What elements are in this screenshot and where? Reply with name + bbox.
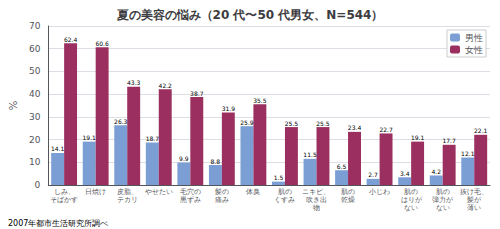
svg-text:35.5: 35.5	[253, 97, 267, 104]
svg-text:9.9: 9.9	[179, 155, 189, 162]
svg-text:テカリ: テカリ	[117, 196, 138, 204]
svg-text:そばかす: そばかす	[50, 196, 78, 204]
svg-text:吹き出: 吹き出	[306, 196, 327, 204]
svg-text:3.4: 3.4	[400, 170, 410, 177]
svg-text:42.2: 42.2	[159, 82, 173, 89]
svg-text:抜け毛、: 抜け毛、	[460, 188, 488, 196]
svg-text:19.1: 19.1	[83, 134, 97, 141]
svg-text:髪が: 髪が	[467, 196, 482, 204]
svg-text:40: 40	[29, 89, 41, 99]
svg-text:しみ、: しみ、	[54, 188, 75, 196]
svg-text:30: 30	[29, 112, 41, 122]
svg-text:23.4: 23.4	[348, 124, 362, 131]
svg-text:はりが: はりが	[401, 196, 423, 204]
svg-text:夏の美容の悩み（20 代〜50 代男女、N=544）: 夏の美容の悩み（20 代〜50 代男女、N=544）	[116, 8, 384, 22]
svg-text:黒ずみ: 黒ずみ	[180, 196, 201, 204]
svg-text:ない: ない	[404, 204, 418, 212]
svg-text:ない: ない	[436, 204, 450, 212]
svg-text:25.5: 25.5	[285, 120, 299, 127]
svg-text:31.9: 31.9	[222, 105, 236, 112]
svg-text:日焼け: 日焼け	[85, 188, 106, 196]
svg-text:11.5: 11.5	[303, 151, 317, 158]
svg-text:0: 0	[35, 180, 41, 190]
svg-text:10: 10	[29, 157, 41, 167]
svg-text:17.7: 17.7	[442, 137, 456, 144]
svg-text:小じわ: 小じわ	[369, 188, 390, 196]
svg-text:62.4: 62.4	[64, 36, 78, 43]
svg-text:痛み: 痛み	[215, 196, 229, 204]
svg-text:25.9: 25.9	[240, 119, 254, 126]
svg-text:22.1: 22.1	[474, 127, 488, 134]
svg-text:12.1: 12.1	[461, 150, 475, 157]
svg-text:毛穴の: 毛穴の	[180, 188, 201, 196]
svg-text:物: 物	[313, 204, 320, 212]
svg-text:やせたい: やせたい	[145, 188, 173, 196]
svg-text:1.5: 1.5	[274, 174, 284, 181]
svg-text:14.1: 14.1	[51, 145, 65, 152]
svg-text:ニキビ、: ニキビ、	[302, 188, 330, 196]
svg-text:男性: 男性	[465, 33, 483, 43]
svg-text:70: 70	[29, 21, 41, 31]
svg-text:2007年都市生活研究所調べ: 2007年都市生活研究所調べ	[8, 219, 108, 228]
svg-text:肌の: 肌の	[436, 188, 450, 196]
svg-text:20: 20	[29, 135, 41, 145]
svg-text:60.6: 60.6	[95, 40, 109, 47]
svg-text:肌の: 肌の	[341, 188, 355, 196]
svg-text:60: 60	[29, 44, 41, 54]
svg-text:4.2: 4.2	[431, 168, 441, 175]
svg-text:26.3: 26.3	[114, 118, 128, 125]
svg-text:薄い: 薄い	[467, 204, 481, 212]
svg-text:25.5: 25.5	[316, 120, 330, 127]
svg-text:肌の: 肌の	[278, 188, 292, 196]
svg-text:弾力が: 弾力が	[432, 196, 454, 204]
svg-text:8.8: 8.8	[211, 158, 221, 165]
svg-text:50: 50	[29, 66, 41, 76]
svg-text:18.7: 18.7	[146, 135, 160, 142]
svg-text:19.1: 19.1	[411, 134, 425, 141]
svg-text:女性: 女性	[465, 45, 483, 55]
svg-text:体臭: 体臭	[246, 188, 260, 196]
svg-text:43.3: 43.3	[127, 79, 141, 86]
svg-text:2.7: 2.7	[368, 171, 378, 178]
svg-text:肌の: 肌の	[404, 188, 418, 196]
svg-text:皮脂、: 皮脂、	[117, 188, 138, 196]
svg-text:38.7: 38.7	[190, 90, 204, 97]
svg-text:6.5: 6.5	[337, 163, 347, 170]
svg-text:22.7: 22.7	[379, 126, 393, 133]
svg-text:%: %	[8, 101, 19, 111]
svg-text:乾燥: 乾燥	[341, 196, 355, 204]
svg-text:髪の: 髪の	[215, 188, 229, 196]
svg-text:くすみ: くすみ	[274, 196, 295, 204]
